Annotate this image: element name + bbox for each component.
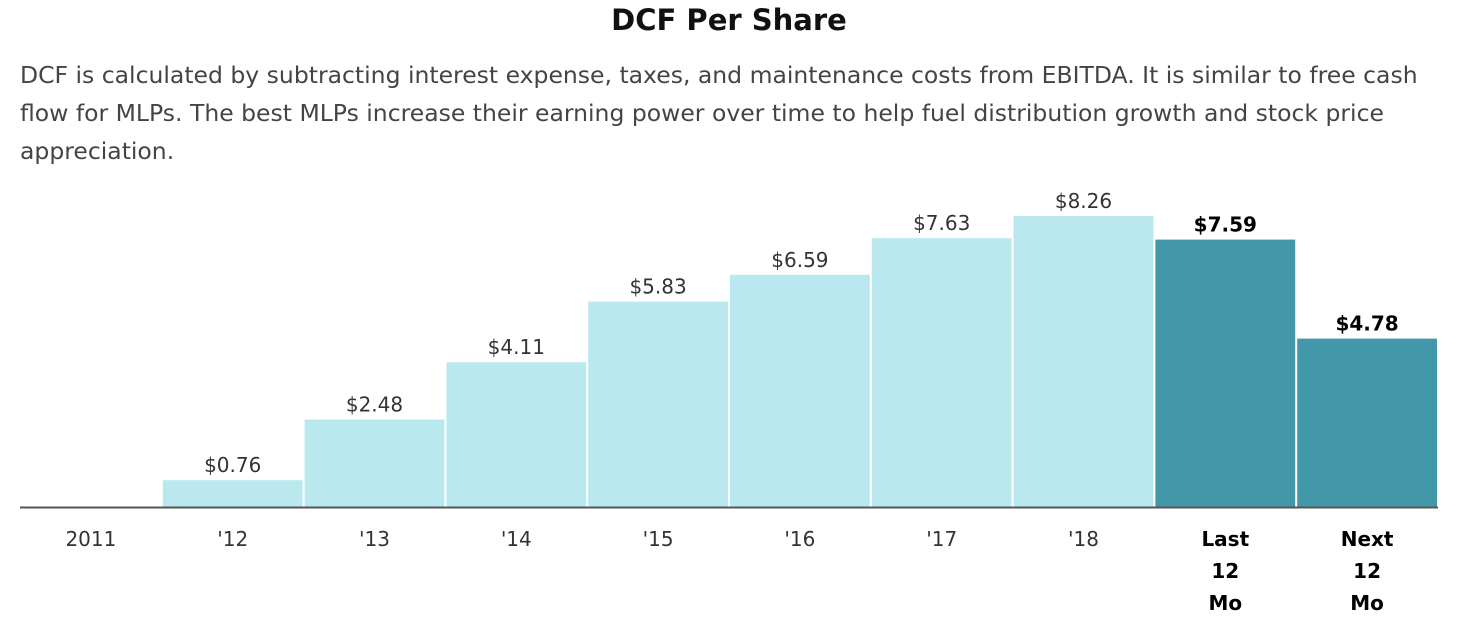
- value-label-9: $4.78: [1335, 312, 1398, 336]
- x-tick-label-3: '14: [501, 527, 532, 551]
- x-tick-label-6: '17: [926, 527, 957, 551]
- bar-8: [1155, 239, 1296, 507]
- x-tick-label-1: '12: [217, 527, 248, 551]
- x-tick-label-7: '18: [1068, 527, 1099, 551]
- value-label-1: $0.76: [204, 453, 261, 477]
- bar-6: [871, 238, 1012, 507]
- value-label-8: $7.59: [1194, 213, 1257, 237]
- bar-4: [588, 301, 728, 507]
- x-tick-label-8: Last 12 Mo: [1201, 527, 1249, 615]
- bar-5: [730, 274, 870, 507]
- value-label-3: $4.11: [488, 335, 545, 359]
- x-tick-label-0: 2011: [65, 527, 116, 551]
- value-label-4: $5.83: [629, 275, 686, 299]
- x-tick-label-9: Next 12 Mo: [1341, 527, 1394, 615]
- bar-1: [162, 480, 303, 507]
- value-label-6: $7.63: [913, 211, 970, 235]
- value-label-7: $8.26: [1055, 189, 1112, 213]
- chart-description: DCF is calculated by subtracting interes…: [20, 61, 1418, 165]
- value-labels-group: $0.76 $2.48 $4.11 $5.83 $6.59 $7.63 $8.26 $7.59…: [204, 189, 1399, 477]
- x-tick-label-5: '16: [784, 527, 815, 551]
- x-tick-label-4: '15: [643, 527, 674, 551]
- chart-title: DCF Per Share: [611, 3, 847, 37]
- bar-9: [1297, 338, 1437, 507]
- x-tick-labels-group: 2011 '12 '13 '14 '15 '16 '17 '18 Last 12 Mo Next 12 M…: [65, 527, 1393, 615]
- bar-2: [304, 419, 445, 507]
- bars-group: [162, 216, 1437, 507]
- bar-7: [1013, 216, 1154, 507]
- bar-3: [446, 362, 587, 507]
- x-tick-label-2: '13: [359, 527, 390, 551]
- value-label-2: $2.48: [346, 393, 403, 417]
- value-label-5: $6.59: [771, 248, 828, 272]
